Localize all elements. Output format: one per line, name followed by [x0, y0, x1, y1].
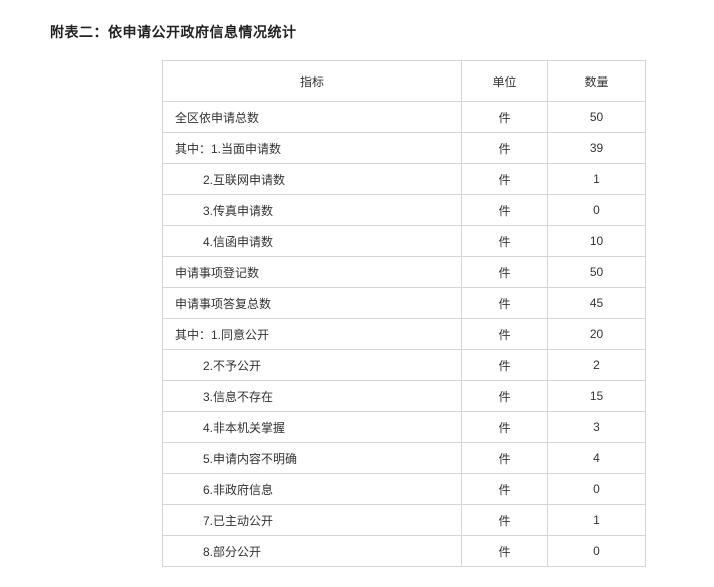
cell-indicator: 2.不予公开 [163, 350, 462, 381]
cell-quantity: 1 [548, 164, 646, 195]
table-row: 6.非政府信息件0 [163, 474, 646, 505]
table-row: 7.已主动公开件1 [163, 505, 646, 536]
cell-indicator: 4.非本机关掌握 [163, 412, 462, 443]
cell-indicator: 3.传真申请数 [163, 195, 462, 226]
table-row: 2.不予公开件2 [163, 350, 646, 381]
cell-unit: 件 [462, 319, 548, 350]
cell-quantity: 39 [548, 133, 646, 164]
cell-unit: 件 [462, 164, 548, 195]
cell-indicator: 全区依申请总数 [163, 102, 462, 133]
cell-indicator: 7.已主动公开 [163, 505, 462, 536]
cell-indicator: 5.申请内容不明确 [163, 443, 462, 474]
cell-quantity: 50 [548, 102, 646, 133]
table-row: 其中：1.当面申请数件39 [163, 133, 646, 164]
cell-indicator: 3.信息不存在 [163, 381, 462, 412]
cell-unit: 件 [462, 412, 548, 443]
table-row: 其中：1.同意公开件20 [163, 319, 646, 350]
table-row: 申请事项登记数件50 [163, 257, 646, 288]
page-title: 附表二：依申请公开政府信息情况统计 [50, 22, 694, 42]
cell-quantity: 3 [548, 412, 646, 443]
cell-unit: 件 [462, 226, 548, 257]
stats-table-wrap: 指标 单位 数量 全区依申请总数件50其中：1.当面申请数件392.互联网申请数… [162, 60, 694, 567]
cell-quantity: 15 [548, 381, 646, 412]
stats-table: 指标 单位 数量 全区依申请总数件50其中：1.当面申请数件392.互联网申请数… [162, 60, 646, 567]
col-header-indicator: 指标 [163, 61, 462, 102]
table-row: 8.部分公开件0 [163, 536, 646, 567]
table-row: 4.非本机关掌握件3 [163, 412, 646, 443]
cell-quantity: 0 [548, 195, 646, 226]
table-row: 5.申请内容不明确件4 [163, 443, 646, 474]
cell-quantity: 1 [548, 505, 646, 536]
cell-unit: 件 [462, 350, 548, 381]
cell-unit: 件 [462, 443, 548, 474]
table-row: 3.信息不存在件15 [163, 381, 646, 412]
cell-quantity: 0 [548, 536, 646, 567]
cell-quantity: 20 [548, 319, 646, 350]
cell-quantity: 0 [548, 474, 646, 505]
cell-indicator: 4.信函申请数 [163, 226, 462, 257]
cell-unit: 件 [462, 474, 548, 505]
cell-indicator: 8.部分公开 [163, 536, 462, 567]
cell-unit: 件 [462, 102, 548, 133]
cell-indicator: 申请事项登记数 [163, 257, 462, 288]
cell-unit: 件 [462, 257, 548, 288]
cell-indicator: 其中：1.同意公开 [163, 319, 462, 350]
table-row: 申请事项答复总数件45 [163, 288, 646, 319]
cell-unit: 件 [462, 536, 548, 567]
table-row: 3.传真申请数件0 [163, 195, 646, 226]
table-row: 2.互联网申请数件1 [163, 164, 646, 195]
cell-indicator: 其中：1.当面申请数 [163, 133, 462, 164]
cell-indicator: 6.非政府信息 [163, 474, 462, 505]
col-header-unit: 单位 [462, 61, 548, 102]
cell-quantity: 45 [548, 288, 646, 319]
cell-unit: 件 [462, 133, 548, 164]
table-row: 全区依申请总数件50 [163, 102, 646, 133]
cell-indicator: 申请事项答复总数 [163, 288, 462, 319]
cell-unit: 件 [462, 381, 548, 412]
table-row: 4.信函申请数件10 [163, 226, 646, 257]
cell-indicator: 2.互联网申请数 [163, 164, 462, 195]
cell-unit: 件 [462, 288, 548, 319]
table-body: 全区依申请总数件50其中：1.当面申请数件392.互联网申请数件13.传真申请数… [163, 102, 646, 567]
cell-unit: 件 [462, 195, 548, 226]
table-header-row: 指标 单位 数量 [163, 61, 646, 102]
col-header-quantity: 数量 [548, 61, 646, 102]
cell-quantity: 50 [548, 257, 646, 288]
cell-quantity: 2 [548, 350, 646, 381]
cell-quantity: 4 [548, 443, 646, 474]
cell-quantity: 10 [548, 226, 646, 257]
cell-unit: 件 [462, 505, 548, 536]
